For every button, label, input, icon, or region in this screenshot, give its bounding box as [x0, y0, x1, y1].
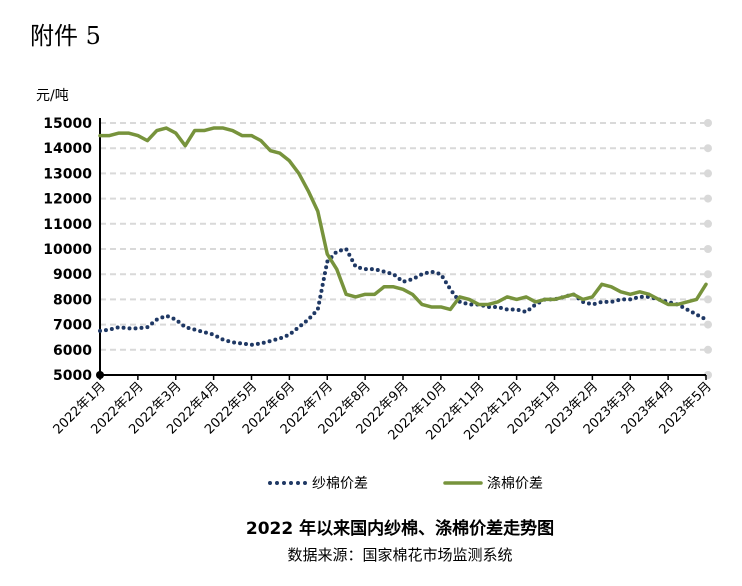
y-tick-label: 9000 [53, 267, 92, 283]
grid-end [704, 194, 712, 203]
y-tick-label: 15000 [43, 116, 92, 132]
grid-end [704, 320, 712, 329]
y-tick-label: 12000 [43, 192, 92, 208]
chart-title: 2022 年以来国内纱棉、涤棉价差走势图 [246, 518, 554, 539]
grid-end [704, 119, 712, 127]
series-line [98, 126, 708, 312]
y-axis-label: 元/吨 [36, 88, 69, 104]
heading: 附件 5 [30, 22, 101, 50]
y-tick-label: 10000 [43, 242, 92, 258]
legend-label: 纱棉价差 [312, 475, 368, 492]
source: 数据来源：国家棉花市场监测系统 [287, 546, 512, 564]
series-line [98, 247, 708, 347]
y-tick-label: 7000 [53, 318, 92, 334]
grid-end [704, 295, 712, 304]
y-tick-label: 14000 [43, 141, 92, 157]
grid-end [704, 345, 712, 354]
y-tick-label: 8000 [53, 292, 92, 308]
grid-end [704, 270, 712, 279]
y-tick-label: 13000 [43, 166, 92, 182]
grid-end [704, 219, 712, 228]
y-tick-label: 5000 [53, 368, 92, 384]
grid-end [704, 169, 712, 178]
grid-end [704, 144, 712, 153]
legend-label: 涤棉价差 [487, 475, 543, 492]
y-tick-label: 6000 [53, 343, 92, 359]
grid-end [704, 245, 712, 253]
y-tick-label: 11000 [43, 217, 92, 233]
